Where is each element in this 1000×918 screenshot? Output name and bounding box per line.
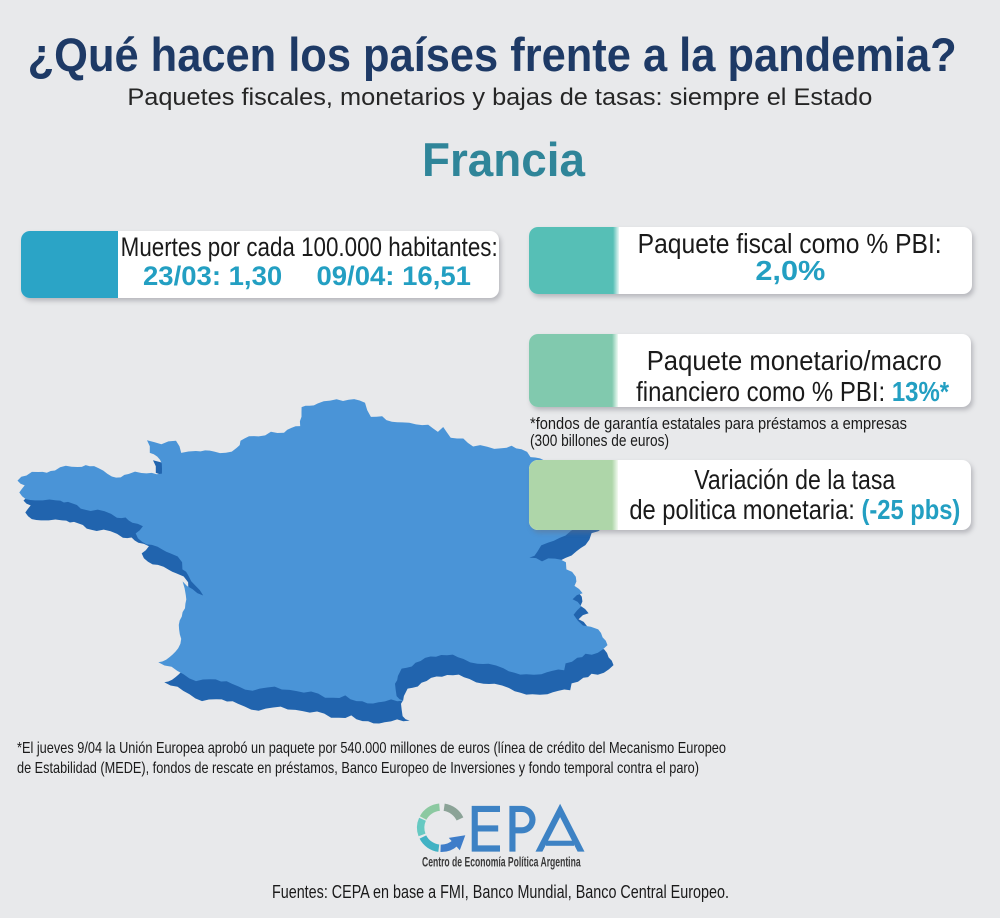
svg-text:Centro de Economía Política Ar: Centro de Economía Política Argentina	[422, 855, 581, 870]
